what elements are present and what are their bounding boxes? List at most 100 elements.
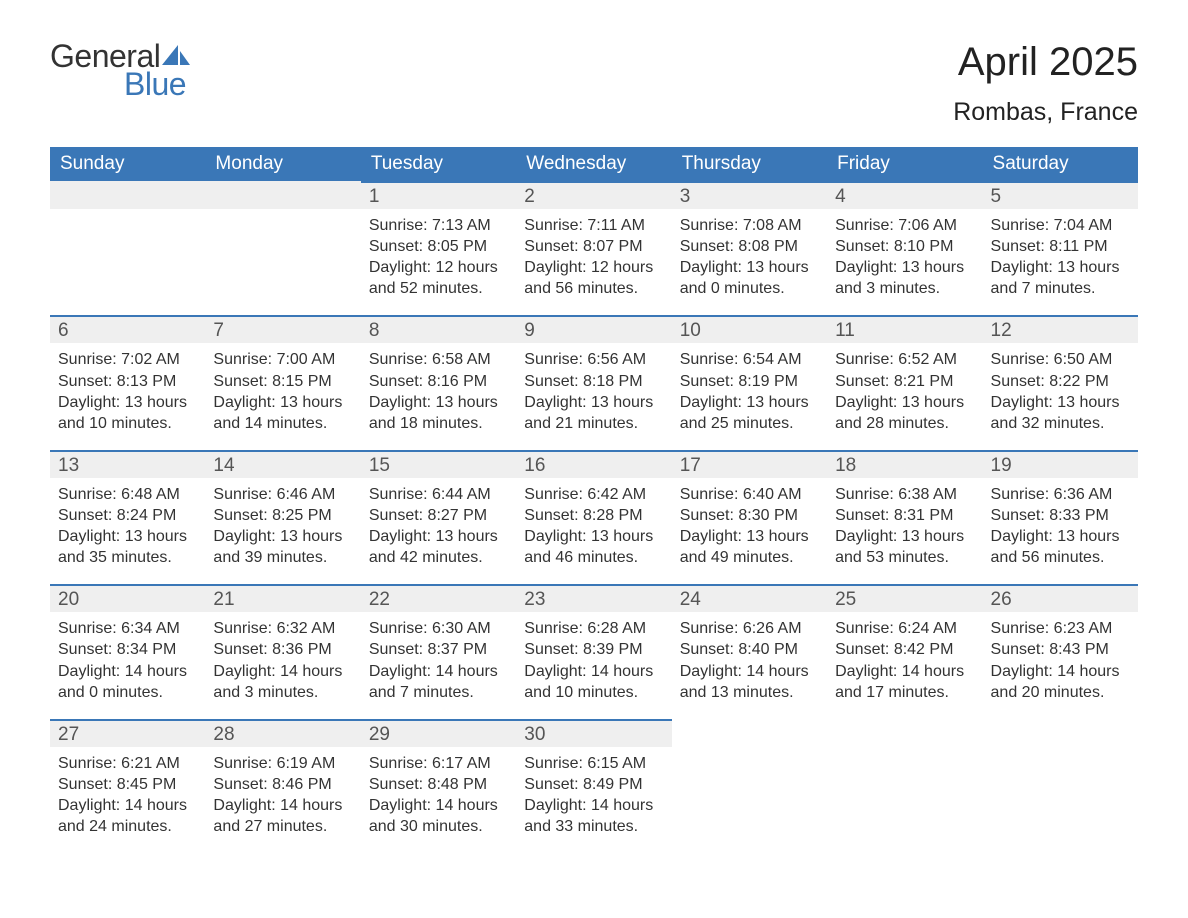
daylight-text: Daylight: 14 hours and 27 minutes. <box>213 795 352 837</box>
day-cell: 6Sunrise: 7:02 AMSunset: 8:13 PMDaylight… <box>50 315 205 439</box>
day-cell: 16Sunrise: 6:42 AMSunset: 8:28 PMDayligh… <box>516 450 671 574</box>
sunrise-text: Sunrise: 6:28 AM <box>524 618 663 639</box>
daylight-text: Daylight: 13 hours and 18 minutes. <box>369 392 508 434</box>
daylight-text: Daylight: 14 hours and 3 minutes. <box>213 661 352 703</box>
day-body: Sunrise: 7:13 AMSunset: 8:05 PMDaylight:… <box>361 209 516 305</box>
day-cell: 19Sunrise: 6:36 AMSunset: 8:33 PMDayligh… <box>983 450 1138 574</box>
daylight-text: Daylight: 14 hours and 0 minutes. <box>58 661 197 703</box>
day-cell: 7Sunrise: 7:00 AMSunset: 8:15 PMDaylight… <box>205 315 360 439</box>
day-number: 18 <box>827 450 982 478</box>
weekday-header-row: Sunday Monday Tuesday Wednesday Thursday… <box>50 147 1138 181</box>
day-number: 8 <box>361 315 516 343</box>
day-body: Sunrise: 7:11 AMSunset: 8:07 PMDaylight:… <box>516 209 671 305</box>
daylight-text: Daylight: 13 hours and 0 minutes. <box>680 257 819 299</box>
weeks-container: 1Sunrise: 7:13 AMSunset: 8:05 PMDaylight… <box>50 181 1138 853</box>
day-cell <box>50 181 205 305</box>
day-body: Sunrise: 6:28 AMSunset: 8:39 PMDaylight:… <box>516 612 671 708</box>
day-number: 22 <box>361 584 516 612</box>
sunset-text: Sunset: 8:16 PM <box>369 371 508 392</box>
day-cell <box>205 181 360 305</box>
daylight-text: Daylight: 13 hours and 21 minutes. <box>524 392 663 434</box>
day-number: 3 <box>672 181 827 209</box>
sunrise-text: Sunrise: 6:15 AM <box>524 753 663 774</box>
page: General Blue April 2025 Rombas, France S… <box>0 0 1188 883</box>
day-body: Sunrise: 6:17 AMSunset: 8:48 PMDaylight:… <box>361 747 516 843</box>
day-body: Sunrise: 7:00 AMSunset: 8:15 PMDaylight:… <box>205 343 360 439</box>
sunrise-text: Sunrise: 6:36 AM <box>991 484 1130 505</box>
day-number: 1 <box>361 181 516 209</box>
day-cell: 10Sunrise: 6:54 AMSunset: 8:19 PMDayligh… <box>672 315 827 439</box>
daylight-text: Daylight: 13 hours and 49 minutes. <box>680 526 819 568</box>
sunset-text: Sunset: 8:40 PM <box>680 639 819 660</box>
week-row: 13Sunrise: 6:48 AMSunset: 8:24 PMDayligh… <box>50 450 1138 584</box>
daylight-text: Daylight: 13 hours and 7 minutes. <box>991 257 1130 299</box>
sunrise-text: Sunrise: 6:50 AM <box>991 349 1130 370</box>
sunset-text: Sunset: 8:39 PM <box>524 639 663 660</box>
day-number <box>205 181 360 209</box>
sunrise-text: Sunrise: 6:17 AM <box>369 753 508 774</box>
weekday-header: Wednesday <box>516 147 671 181</box>
day-body: Sunrise: 6:40 AMSunset: 8:30 PMDaylight:… <box>672 478 827 574</box>
day-cell: 24Sunrise: 6:26 AMSunset: 8:40 PMDayligh… <box>672 584 827 708</box>
day-body: Sunrise: 6:21 AMSunset: 8:45 PMDaylight:… <box>50 747 205 843</box>
day-number: 20 <box>50 584 205 612</box>
day-body: Sunrise: 6:58 AMSunset: 8:16 PMDaylight:… <box>361 343 516 439</box>
daylight-text: Daylight: 13 hours and 3 minutes. <box>835 257 974 299</box>
day-cell: 25Sunrise: 6:24 AMSunset: 8:42 PMDayligh… <box>827 584 982 708</box>
weekday-header: Friday <box>827 147 982 181</box>
day-cell: 9Sunrise: 6:56 AMSunset: 8:18 PMDaylight… <box>516 315 671 439</box>
daylight-text: Daylight: 13 hours and 35 minutes. <box>58 526 197 568</box>
daylight-text: Daylight: 13 hours and 39 minutes. <box>213 526 352 568</box>
day-number: 11 <box>827 315 982 343</box>
daylight-text: Daylight: 13 hours and 53 minutes. <box>835 526 974 568</box>
sunrise-text: Sunrise: 7:13 AM <box>369 215 508 236</box>
day-body: Sunrise: 6:36 AMSunset: 8:33 PMDaylight:… <box>983 478 1138 574</box>
day-cell: 5Sunrise: 7:04 AMSunset: 8:11 PMDaylight… <box>983 181 1138 305</box>
day-number: 27 <box>50 719 205 747</box>
day-number: 17 <box>672 450 827 478</box>
daylight-text: Daylight: 12 hours and 52 minutes. <box>369 257 508 299</box>
weekday-header: Saturday <box>983 147 1138 181</box>
sunrise-text: Sunrise: 6:21 AM <box>58 753 197 774</box>
day-body: Sunrise: 6:38 AMSunset: 8:31 PMDaylight:… <box>827 478 982 574</box>
sunset-text: Sunset: 8:34 PM <box>58 639 197 660</box>
weekday-header: Thursday <box>672 147 827 181</box>
day-cell: 11Sunrise: 6:52 AMSunset: 8:21 PMDayligh… <box>827 315 982 439</box>
sunset-text: Sunset: 8:30 PM <box>680 505 819 526</box>
day-body: Sunrise: 7:08 AMSunset: 8:08 PMDaylight:… <box>672 209 827 305</box>
day-number: 5 <box>983 181 1138 209</box>
day-number: 24 <box>672 584 827 612</box>
sunset-text: Sunset: 8:27 PM <box>369 505 508 526</box>
daylight-text: Daylight: 14 hours and 24 minutes. <box>58 795 197 837</box>
sunset-text: Sunset: 8:05 PM <box>369 236 508 257</box>
day-number: 4 <box>827 181 982 209</box>
daylight-text: Daylight: 13 hours and 25 minutes. <box>680 392 819 434</box>
sunrise-text: Sunrise: 6:34 AM <box>58 618 197 639</box>
day-number: 28 <box>205 719 360 747</box>
sunrise-text: Sunrise: 6:40 AM <box>680 484 819 505</box>
day-body: Sunrise: 6:44 AMSunset: 8:27 PMDaylight:… <box>361 478 516 574</box>
brand-line2: Blue <box>124 68 192 100</box>
day-body: Sunrise: 7:02 AMSunset: 8:13 PMDaylight:… <box>50 343 205 439</box>
day-cell <box>827 719 982 843</box>
day-body: Sunrise: 6:32 AMSunset: 8:36 PMDaylight:… <box>205 612 360 708</box>
day-number: 14 <box>205 450 360 478</box>
day-cell: 27Sunrise: 6:21 AMSunset: 8:45 PMDayligh… <box>50 719 205 843</box>
day-body: Sunrise: 6:54 AMSunset: 8:19 PMDaylight:… <box>672 343 827 439</box>
sunrise-text: Sunrise: 7:08 AM <box>680 215 819 236</box>
day-cell <box>672 719 827 843</box>
brand-logo: General Blue <box>50 40 192 100</box>
day-cell: 17Sunrise: 6:40 AMSunset: 8:30 PMDayligh… <box>672 450 827 574</box>
sunset-text: Sunset: 8:43 PM <box>991 639 1130 660</box>
calendar: Sunday Monday Tuesday Wednesday Thursday… <box>50 147 1138 853</box>
day-body: Sunrise: 6:26 AMSunset: 8:40 PMDaylight:… <box>672 612 827 708</box>
daylight-text: Daylight: 14 hours and 17 minutes. <box>835 661 974 703</box>
day-cell: 14Sunrise: 6:46 AMSunset: 8:25 PMDayligh… <box>205 450 360 574</box>
sunrise-text: Sunrise: 7:04 AM <box>991 215 1130 236</box>
day-cell: 13Sunrise: 6:48 AMSunset: 8:24 PMDayligh… <box>50 450 205 574</box>
sunset-text: Sunset: 8:33 PM <box>991 505 1130 526</box>
week-row: 6Sunrise: 7:02 AMSunset: 8:13 PMDaylight… <box>50 315 1138 449</box>
day-number: 6 <box>50 315 205 343</box>
day-number: 19 <box>983 450 1138 478</box>
sunset-text: Sunset: 8:48 PM <box>369 774 508 795</box>
